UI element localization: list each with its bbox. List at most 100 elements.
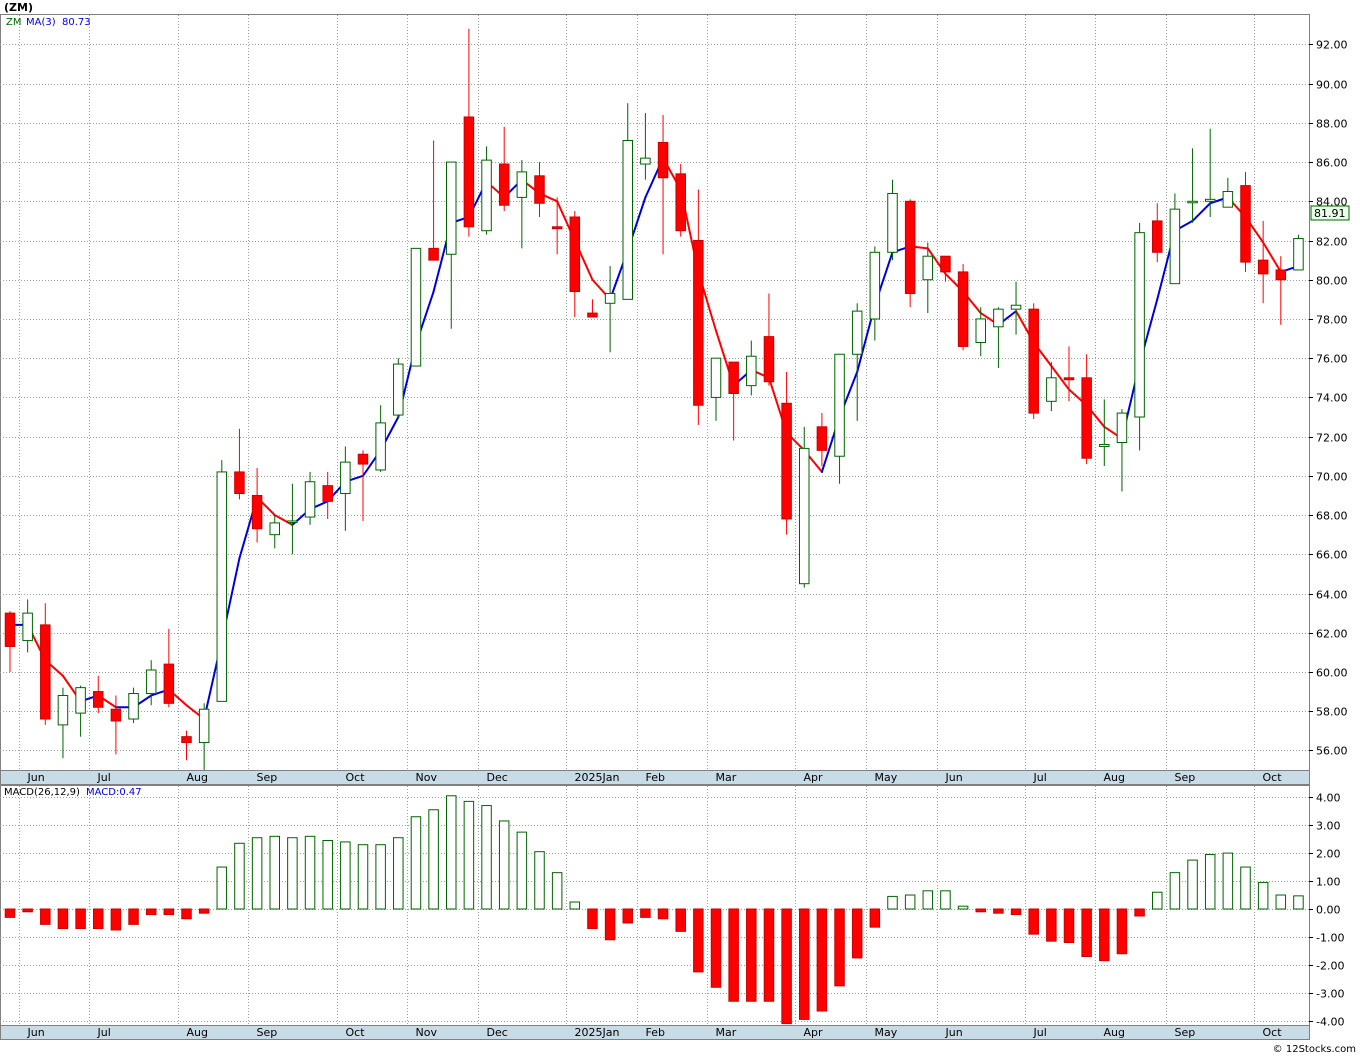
price-x-tick-label: Mar bbox=[716, 771, 737, 784]
candle bbox=[781, 371, 792, 535]
macd-bar bbox=[693, 908, 704, 973]
candle-body bbox=[993, 308, 1004, 328]
candle-body bbox=[498, 163, 510, 206]
macd-tick-label: 1.00 bbox=[1316, 876, 1341, 889]
ma3-segment bbox=[273, 514, 294, 526]
ma-legend-label: MA(3) bbox=[26, 17, 56, 28]
price-tick-label: 64.00 bbox=[1316, 589, 1348, 602]
ma3-segment bbox=[1262, 241, 1282, 273]
macd-bar bbox=[640, 908, 651, 918]
macd-tick-label: -3.00 bbox=[1316, 988, 1344, 1001]
candle-body bbox=[693, 240, 704, 406]
macd-bar bbox=[657, 908, 669, 920]
macd-bar bbox=[1204, 853, 1216, 910]
price-tick-label: 80.00 bbox=[1316, 275, 1348, 288]
price-x-tick-label: Aug bbox=[187, 771, 208, 784]
macd-legend-value: MACD:0.47 bbox=[86, 787, 142, 798]
candle bbox=[1152, 203, 1163, 263]
candle bbox=[604, 266, 616, 353]
macd-bar bbox=[428, 809, 439, 910]
candle bbox=[1116, 409, 1128, 492]
candle-body bbox=[1240, 185, 1251, 263]
price-tick-label: 88.00 bbox=[1316, 118, 1348, 131]
candle bbox=[269, 515, 280, 549]
price-tick-label: 90.00 bbox=[1316, 79, 1348, 92]
macd-bar bbox=[781, 908, 792, 1025]
macd-x-tick-label: Jun bbox=[945, 1026, 963, 1039]
macd-bar bbox=[763, 908, 775, 1002]
candle-body bbox=[145, 669, 157, 695]
candle-body bbox=[516, 171, 528, 198]
price-x-tick-label: Nov bbox=[416, 771, 438, 784]
macd-bar bbox=[1116, 908, 1128, 955]
macd-x-tick-label: May bbox=[875, 1026, 898, 1039]
price-tick-label: 84.00 bbox=[1316, 196, 1348, 209]
price-y-axis: 92.00 90.00 88.00 86.00 84.00 82.00 80.00 78.00… bbox=[1309, 39, 1348, 758]
macd-bar bbox=[463, 800, 475, 910]
candle bbox=[357, 450, 369, 521]
candle bbox=[993, 307, 1004, 368]
macd-tick-label: 0.00 bbox=[1316, 904, 1341, 917]
macd-bar bbox=[110, 908, 122, 931]
ma3-segment bbox=[1191, 202, 1212, 222]
candle bbox=[516, 160, 528, 249]
macd-bar bbox=[710, 908, 722, 988]
macd-bar bbox=[1134, 908, 1145, 917]
macd-bar bbox=[834, 908, 845, 987]
macd-bar bbox=[587, 908, 598, 930]
candle-body bbox=[1169, 208, 1181, 285]
price-x-tick-label: Sep bbox=[257, 771, 278, 784]
macd-pane bbox=[0, 785, 1310, 1026]
macd-bar bbox=[1240, 866, 1251, 910]
candle bbox=[410, 247, 422, 367]
candle-body bbox=[834, 353, 845, 457]
candle-body bbox=[922, 255, 934, 281]
candle-body bbox=[1116, 412, 1128, 444]
macd-legend-label: MACD(26,12,9) bbox=[4, 787, 80, 798]
candle bbox=[551, 197, 563, 255]
candle bbox=[498, 126, 510, 212]
price-tick-label: 62.00 bbox=[1316, 628, 1348, 641]
macd-bar bbox=[481, 805, 492, 910]
symbol-title: (ZM) bbox=[4, 1, 33, 14]
candle bbox=[322, 471, 333, 519]
candles bbox=[4, 28, 1304, 770]
candle-body bbox=[975, 318, 986, 343]
last-price-label: 81.91 bbox=[1314, 207, 1346, 220]
candle bbox=[481, 146, 492, 235]
candle-body bbox=[181, 736, 192, 744]
candle-body bbox=[640, 157, 651, 165]
macd-bar bbox=[1063, 908, 1075, 944]
candle-body bbox=[40, 624, 51, 720]
macd-bar bbox=[410, 816, 422, 910]
macd-bar bbox=[75, 908, 86, 930]
candle-body bbox=[1204, 198, 1216, 202]
price-tick-label: 78.00 bbox=[1316, 314, 1348, 327]
candle-body bbox=[287, 520, 298, 523]
macd-x-axis-band bbox=[0, 1025, 1310, 1040]
macd-bar bbox=[957, 905, 969, 910]
candle-body bbox=[851, 310, 863, 355]
macd-grid bbox=[0, 786, 1309, 1025]
macd-x-tick-label: Jul bbox=[97, 1026, 111, 1039]
candle-body bbox=[340, 461, 351, 494]
macd-x-tick-label: Sep bbox=[257, 1026, 278, 1039]
macd-bar bbox=[145, 908, 157, 916]
candle-body bbox=[93, 691, 104, 708]
candle-body bbox=[393, 363, 404, 416]
candle bbox=[4, 611, 16, 672]
candle bbox=[234, 428, 245, 500]
candle bbox=[816, 413, 828, 467]
candle bbox=[1134, 222, 1145, 451]
candle bbox=[1293, 234, 1304, 271]
candle-body bbox=[1046, 377, 1057, 402]
candle bbox=[251, 468, 263, 543]
candle-body bbox=[587, 312, 598, 318]
candle-body bbox=[251, 494, 263, 530]
macd-bars bbox=[4, 795, 1304, 1025]
candle-body bbox=[4, 612, 16, 647]
candle-body bbox=[816, 426, 828, 451]
macd-bar bbox=[975, 908, 986, 913]
macd-bar bbox=[922, 890, 934, 910]
macd-bar bbox=[340, 841, 351, 910]
